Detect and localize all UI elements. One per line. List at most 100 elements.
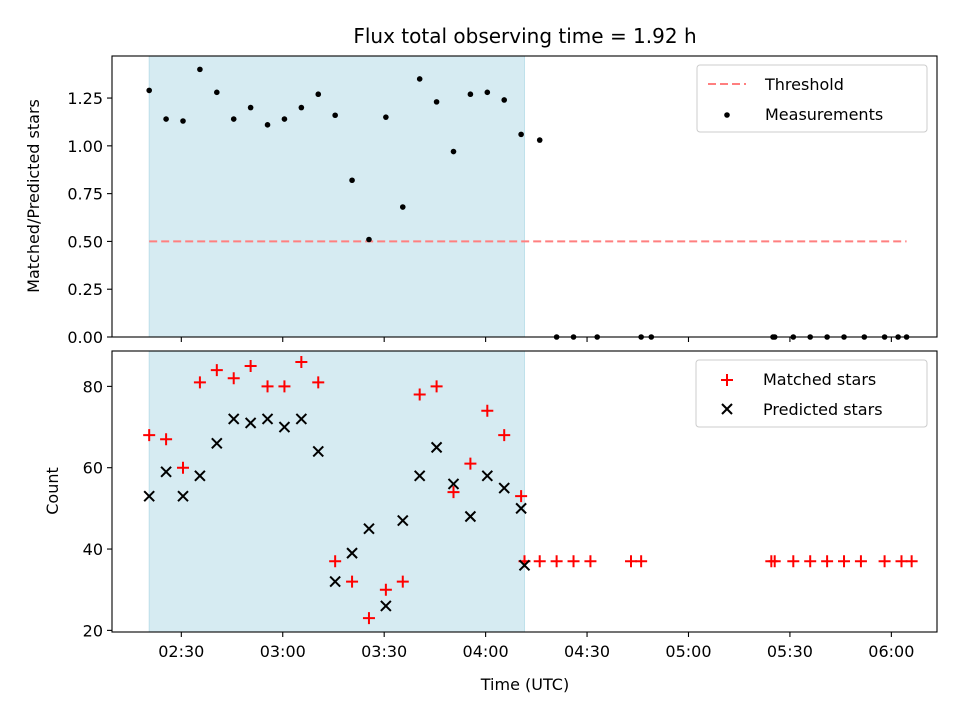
bottom-y-axis: 20 40 60 80: [83, 377, 112, 640]
top-y-tick-label: 1.00: [67, 137, 103, 156]
top-y-tick-label: 0.50: [67, 232, 103, 251]
measurement-point: [501, 97, 508, 103]
matched-star-point: [905, 555, 918, 568]
measurement-point: [366, 236, 372, 243]
matched-star-point: [821, 555, 834, 568]
measurement-point: [349, 177, 355, 184]
legend-measurements-label: Measurements: [765, 105, 883, 124]
predicted-star-point: [143, 490, 155, 502]
observing-window-span: [148, 55, 525, 338]
predicted-star-point: [430, 441, 443, 454]
matched-star-point: [413, 388, 426, 401]
measurement-point: [281, 116, 288, 122]
matched-star-point: [193, 376, 206, 389]
matched-star-point: [515, 490, 528, 503]
predicted-star-point: [177, 490, 189, 502]
chart-title: Flux total observing time = 1.92 h: [353, 24, 696, 48]
matched-star-point: [550, 555, 563, 568]
measurement-point: [518, 131, 524, 138]
matched-star-point: [278, 380, 291, 393]
bottom-y-tick-label: 20: [83, 621, 103, 640]
bottom-x-tick-label: 03:00: [260, 642, 306, 661]
bottom-x-tick-label: 04:30: [564, 642, 610, 661]
top-y-tick-label: 0.25: [67, 280, 103, 299]
matched-star-point: [635, 555, 648, 568]
measurement-point: [416, 76, 423, 82]
predicted-star-point: [363, 523, 375, 535]
matched-star-point: [312, 376, 325, 389]
top-y-tick-label: 0.75: [67, 185, 103, 204]
predicted-star-point: [278, 421, 291, 433]
predicted-star-point: [447, 478, 460, 490]
bottom-x-tick-label: 06:00: [868, 642, 914, 661]
matched-star-point: [210, 364, 223, 377]
bottom-x-axis: 02:30 03:00 03:30 04:00 04:30 05:00 05:30 06:00: [158, 632, 914, 661]
observing-window-span: [148, 350, 525, 633]
predicted-star-point: [295, 413, 308, 425]
predicted-star-point: [397, 514, 409, 527]
top-y-tick-label: 0.00: [67, 328, 103, 347]
measurement-point: [214, 89, 220, 96]
predicted-star-point: [244, 417, 257, 429]
matched-star-point: [878, 555, 891, 568]
predicted-star-point: [194, 470, 206, 482]
bottom-axes-frame: [111, 350, 938, 633]
bottom-x-tick-label: 05:00: [665, 642, 711, 661]
measurement-point: [298, 104, 305, 111]
measurement-point: [180, 118, 186, 124]
matched-star-point: [346, 575, 359, 588]
matched-star-point: [625, 555, 638, 568]
matched-star-point: [379, 583, 392, 596]
bottom-y-tick-label: 40: [83, 540, 103, 559]
top-y-axis: 0.00 0.25 0.50 0.75 1.00 1.25: [67, 89, 112, 347]
matched-star-point: [447, 486, 460, 499]
measurement-point: [146, 87, 152, 94]
predicted-star-point: [464, 510, 477, 523]
measurement-point: [383, 114, 389, 120]
predicted-star-point: [346, 547, 358, 559]
measurement-point: [230, 116, 237, 122]
bottom-legend-box: [695, 359, 928, 428]
measurement-point: [399, 204, 406, 210]
bottom-legend: Matched stars Predicted stars: [695, 359, 928, 428]
matched-star-point: [160, 433, 173, 446]
bottom-y-axis-label: Count: [43, 467, 62, 515]
measurement-point: [536, 137, 543, 143]
top-y-tick-label: 1.25: [67, 89, 103, 108]
measurement-point: [315, 91, 322, 98]
x-axis-label: Time (UTC): [480, 675, 569, 694]
matched-star-point: [244, 360, 257, 373]
top-y-axis-label: Matched/Predicted stars: [24, 99, 43, 293]
bottom-x-tick-label: 05:30: [767, 642, 813, 661]
measurement-point: [332, 112, 338, 119]
bottom-x-tick-label: 04:00: [463, 642, 509, 661]
matched-star-point: [787, 555, 800, 568]
matched-star-point: [838, 555, 851, 568]
measurement-point: [163, 116, 169, 122]
predicted-star-point: [160, 466, 172, 478]
matched-star-point: [295, 355, 308, 368]
matched-star-point: [804, 555, 817, 568]
matched-star-point: [854, 555, 867, 568]
measurement-point: [484, 89, 491, 96]
legend-matched-swatch: [721, 374, 733, 386]
legend-threshold-label: Threshold: [764, 75, 844, 94]
measurement-point: [433, 99, 440, 105]
predicted-star-point: [329, 575, 341, 588]
bottom-x-tick-label: 02:30: [158, 642, 204, 661]
top-shaded-span: [148, 55, 525, 338]
predicted-star-point: [211, 437, 223, 450]
predicted-star-point: [413, 470, 426, 482]
matched-star-point: [498, 429, 511, 442]
predicted-star-point: [261, 413, 274, 425]
predicted-star-point: [228, 413, 240, 425]
top-x-ticks: [180, 337, 892, 342]
top-axes-frame: [111, 55, 938, 338]
bottom-y-tick-label: 80: [83, 377, 103, 396]
measurement-point: [450, 148, 457, 155]
predicted-star-point: [518, 559, 531, 572]
measurement-point: [247, 104, 254, 111]
matched-star-point: [261, 380, 274, 393]
matched-star-point: [567, 555, 580, 568]
